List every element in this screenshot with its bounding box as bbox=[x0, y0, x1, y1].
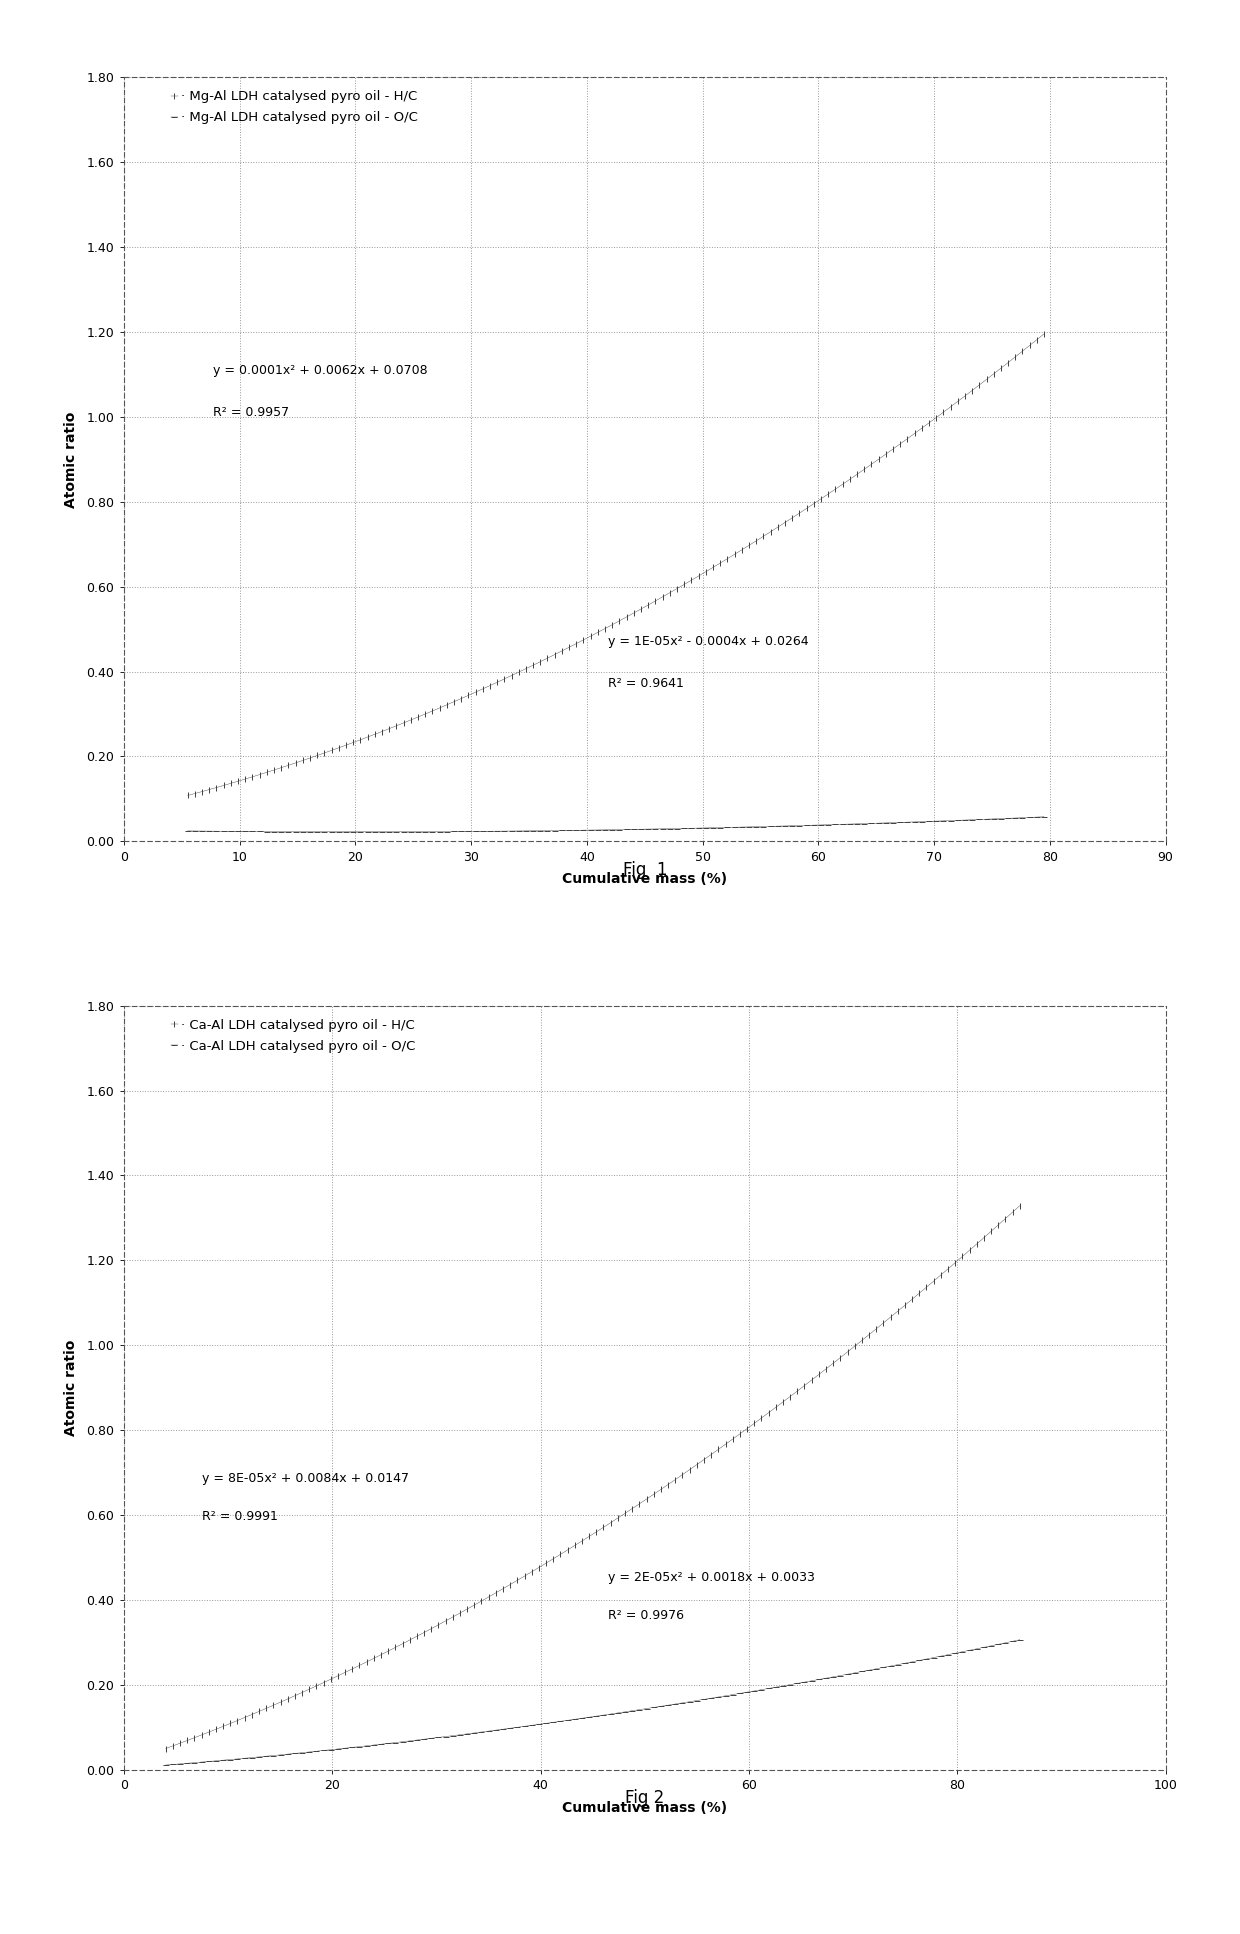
· Ca-Al LDH catalysed pyro oil - O/C bbox=[632, 1698, 647, 1721]
Text: Fig  1: Fig 1 bbox=[622, 861, 667, 878]
· Mg-Al LDH catalysed pyro oil - O/C bbox=[662, 816, 677, 839]
· Ca-Al LDH catalysed pyro oil - O/C bbox=[1012, 1628, 1027, 1652]
Text: y = 0.0001x² + 0.0062x + 0.0708: y = 0.0001x² + 0.0062x + 0.0708 bbox=[212, 364, 427, 377]
Text: R² = 0.9976: R² = 0.9976 bbox=[609, 1609, 684, 1623]
Text: Fig 2: Fig 2 bbox=[625, 1789, 665, 1806]
Y-axis label: Atomic ratio: Atomic ratio bbox=[64, 412, 78, 507]
Legend: · Mg-Al LDH catalysed pyro oil - H/C, · Mg-Al LDH catalysed pyro oil - O/C: · Mg-Al LDH catalysed pyro oil - H/C, · … bbox=[166, 85, 424, 130]
· Mg-Al LDH catalysed pyro oil - O/C bbox=[346, 820, 361, 843]
X-axis label: Cumulative mass (%): Cumulative mass (%) bbox=[562, 1801, 728, 1814]
· Mg-Al LDH catalysed pyro oil - O/C bbox=[1016, 806, 1030, 830]
· Mg-Al LDH catalysed pyro oil - H/C bbox=[360, 725, 374, 748]
Line: · Mg-Al LDH catalysed pyro oil - H/C: · Mg-Al LDH catalysed pyro oil - H/C bbox=[185, 331, 1047, 799]
· Mg-Al LDH catalysed pyro oil - O/C bbox=[1037, 805, 1052, 828]
· Mg-Al LDH catalysed pyro oil - H/C bbox=[1037, 323, 1052, 346]
· Mg-Al LDH catalysed pyro oil - O/C bbox=[367, 820, 382, 843]
Text: R² = 0.9991: R² = 0.9991 bbox=[202, 1510, 278, 1522]
· Ca-Al LDH catalysed pyro oil - O/C bbox=[159, 1754, 174, 1777]
Text: y = 8E-05x² + 0.0084x + 0.0147: y = 8E-05x² + 0.0084x + 0.0147 bbox=[202, 1472, 409, 1485]
· Ca-Al LDH catalysed pyro oil - H/C bbox=[337, 1661, 352, 1685]
· Ca-Al LDH catalysed pyro oil - H/C bbox=[1012, 1193, 1027, 1216]
· Ca-Al LDH catalysed pyro oil - H/C bbox=[746, 1412, 761, 1435]
Text: R² = 0.9957: R² = 0.9957 bbox=[212, 406, 289, 420]
· Ca-Al LDH catalysed pyro oil - O/C bbox=[746, 1679, 761, 1702]
· Ca-Al LDH catalysed pyro oil - O/C bbox=[388, 1731, 403, 1754]
· Ca-Al LDH catalysed pyro oil - O/C bbox=[983, 1634, 998, 1657]
· Mg-Al LDH catalysed pyro oil - H/C bbox=[410, 706, 425, 729]
· Ca-Al LDH catalysed pyro oil - H/C bbox=[632, 1493, 647, 1516]
· Mg-Al LDH catalysed pyro oil - O/C bbox=[180, 820, 195, 843]
· Mg-Al LDH catalysed pyro oil - H/C bbox=[857, 458, 872, 482]
· Ca-Al LDH catalysed pyro oil - H/C bbox=[388, 1636, 403, 1659]
· Ca-Al LDH catalysed pyro oil - O/C bbox=[833, 1663, 848, 1686]
· Mg-Al LDH catalysed pyro oil - O/C bbox=[777, 814, 792, 837]
X-axis label: Cumulative mass (%): Cumulative mass (%) bbox=[562, 872, 728, 886]
· Ca-Al LDH catalysed pyro oil - H/C bbox=[833, 1346, 848, 1369]
· Mg-Al LDH catalysed pyro oil - O/C bbox=[864, 812, 879, 835]
Text: R² = 0.9641: R² = 0.9641 bbox=[609, 677, 684, 690]
· Ca-Al LDH catalysed pyro oil - H/C bbox=[983, 1220, 998, 1244]
Text: y = 1E-05x² - 0.0004x + 0.0264: y = 1E-05x² - 0.0004x + 0.0264 bbox=[609, 634, 808, 648]
Line: · Mg-Al LDH catalysed pyro oil - O/C: · Mg-Al LDH catalysed pyro oil - O/C bbox=[185, 814, 1047, 835]
· Mg-Al LDH catalysed pyro oil - H/C bbox=[770, 516, 785, 540]
· Mg-Al LDH catalysed pyro oil - O/C bbox=[418, 820, 433, 843]
· Ca-Al LDH catalysed pyro oil - O/C bbox=[337, 1737, 352, 1760]
· Mg-Al LDH catalysed pyro oil - H/C bbox=[1008, 346, 1023, 369]
Legend: · Ca-Al LDH catalysed pyro oil - H/C, · Ca-Al LDH catalysed pyro oil - O/C: · Ca-Al LDH catalysed pyro oil - H/C, · … bbox=[166, 1013, 422, 1058]
Text: y = 2E-05x² + 0.0018x + 0.0033: y = 2E-05x² + 0.0018x + 0.0033 bbox=[609, 1570, 815, 1584]
Line: · Ca-Al LDH catalysed pyro oil - H/C: · Ca-Al LDH catalysed pyro oil - H/C bbox=[162, 1203, 1023, 1752]
· Mg-Al LDH catalysed pyro oil - H/C bbox=[655, 586, 670, 609]
Y-axis label: Atomic ratio: Atomic ratio bbox=[64, 1340, 78, 1435]
Line: · Ca-Al LDH catalysed pyro oil - O/C: · Ca-Al LDH catalysed pyro oil - O/C bbox=[162, 1636, 1023, 1768]
· Ca-Al LDH catalysed pyro oil - H/C bbox=[159, 1737, 174, 1760]
· Mg-Al LDH catalysed pyro oil - H/C bbox=[180, 783, 195, 806]
